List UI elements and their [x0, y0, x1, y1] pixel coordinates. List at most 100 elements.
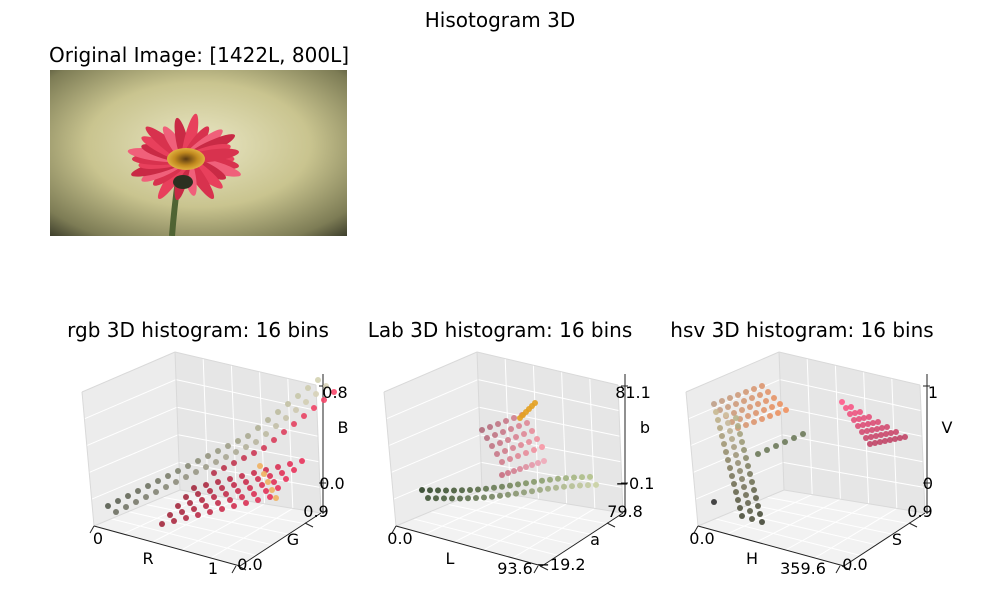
axis-line [606, 522, 616, 528]
histogram-bin-point [313, 391, 319, 397]
axis-line [685, 351, 780, 393]
rgb-y-tick-min: 0.0 [237, 555, 262, 574]
histogram-bin-point [503, 418, 509, 424]
histogram-bin-point [225, 443, 231, 449]
axis-line [84, 379, 177, 420]
histogram-bin-point [195, 512, 201, 518]
histogram-bin-point [123, 504, 129, 510]
histogram-bin-point [523, 464, 529, 470]
axis-line [532, 365, 539, 500]
lab-y-tick-min: −19.2 [536, 555, 585, 574]
histogram-bin-point [741, 447, 747, 453]
histogram-bin-point [727, 428, 733, 434]
histogram-bin-point [884, 424, 890, 430]
axis-line [181, 503, 265, 551]
histogram-bin-point [265, 417, 271, 423]
histogram-bin-point [223, 491, 229, 497]
histogram-bin-point [515, 453, 521, 459]
histogram-bin-point [902, 434, 908, 440]
histogram-bin-point [753, 410, 759, 416]
rgb-z-tick-min: 0.0 [319, 474, 344, 493]
axis-line [697, 525, 845, 567]
histogram-bin-point [315, 377, 321, 383]
histogram-bin-point [851, 417, 857, 423]
histogram-bin-point [251, 450, 257, 456]
histogram-bin-point [219, 485, 225, 491]
histogram-bin-point [243, 479, 249, 485]
axis-line [843, 512, 926, 567]
hsv-y-tick-max: 0.9 [907, 502, 932, 521]
histogram-bin-point [721, 441, 727, 447]
axis-line [806, 358, 813, 495]
axis-line [424, 494, 511, 535]
histogram-bin-point [764, 447, 770, 453]
axis-line [122, 494, 209, 535]
histogram-bin-point [761, 407, 767, 413]
histogram-bin-point [511, 415, 517, 421]
histogram-bin-point [267, 473, 273, 479]
histogram-bin-point [759, 383, 765, 389]
histogram-bin-point [739, 513, 745, 519]
histogram-bin-point [723, 412, 729, 418]
axis-line [891, 378, 898, 509]
histogram-bin-point [751, 487, 757, 493]
histogram-bin-point [273, 423, 279, 429]
axis-line [685, 391, 699, 527]
axis-line [476, 351, 483, 491]
floor-pane [94, 490, 321, 566]
histogram-bin-point [515, 481, 521, 488]
axis-line [304, 522, 314, 528]
histogram-bin-point [531, 447, 537, 453]
histogram-bin-point [725, 457, 731, 463]
histogram-bin-point [484, 435, 490, 441]
histogram-bin-point [435, 487, 441, 494]
histogram-bin-point [502, 448, 508, 454]
histogram-bin-point [763, 398, 769, 404]
histogram-bin-point [765, 389, 771, 395]
axis-line [512, 507, 596, 559]
histogram-bin-point [523, 450, 529, 456]
histogram-bin-point [191, 506, 197, 512]
floor-pane [698, 490, 925, 566]
rgb-z-tick-max: 0.8 [322, 383, 347, 402]
histogram-bin-point [873, 433, 879, 439]
histogram-bin-point [739, 476, 745, 482]
histogram-bin-point [741, 398, 747, 404]
axis-line [81, 391, 95, 527]
histogram-bin-point [257, 463, 263, 469]
histogram-bin-point [303, 399, 309, 405]
axis-line [447, 503, 591, 535]
histogram-bin-point [451, 487, 457, 494]
histogram-bin-point [193, 469, 199, 475]
histogram-bin-point [299, 458, 305, 464]
histogram-bin-point [283, 476, 289, 482]
axis-line [175, 379, 318, 412]
axis-line [908, 522, 918, 528]
axis-line [476, 351, 619, 386]
histogram-bin-point [729, 436, 735, 442]
lab-y-label: a [590, 530, 600, 549]
histogram-bin-point [860, 422, 866, 428]
histogram-bin-point [215, 448, 221, 454]
axis-line [835, 565, 841, 574]
histogram-bin-point [211, 494, 217, 500]
axis-line [174, 351, 181, 491]
histogram-bin-point [866, 414, 872, 420]
histogram-bin-point [518, 442, 524, 448]
histogram-bin-point [489, 443, 495, 449]
histogram-bin-point [291, 467, 297, 473]
axis-line [483, 503, 567, 551]
axis-line [388, 406, 480, 447]
axis-line [695, 461, 784, 500]
histogram-bin-point [521, 431, 527, 437]
histogram-bin-point [227, 497, 233, 503]
histogram-bin-point [279, 470, 285, 476]
axis-line [561, 371, 568, 504]
histogram-bin-point [769, 404, 775, 410]
histogram-bin-point [275, 409, 281, 415]
axis-line [239, 512, 322, 567]
rgb-x-label: R [142, 549, 153, 568]
axis-line [693, 525, 699, 534]
axis-line [179, 489, 322, 514]
axis-line [86, 406, 178, 447]
